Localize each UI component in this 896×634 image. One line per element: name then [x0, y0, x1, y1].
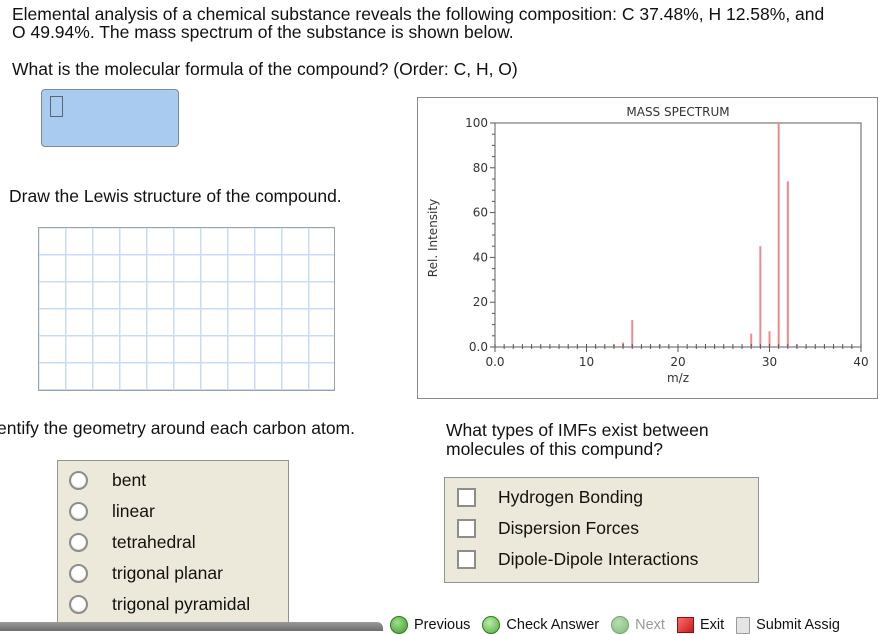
svg-text:100: 100	[465, 116, 488, 130]
geometry-option-tetrahedral[interactable]: tetrahedral	[58, 532, 196, 553]
submit-label: Submit Assig	[756, 617, 840, 633]
previous-label: Previous	[414, 617, 471, 633]
radio-button[interactable]	[69, 533, 88, 552]
previous-button[interactable]: Previous	[390, 616, 470, 634]
checkbox[interactable]	[457, 488, 476, 507]
question-intro: Elemental analysis of a chemical substan…	[12, 5, 824, 41]
next-button[interactable]: Next	[611, 616, 665, 634]
option-label: trigonal pyramidal	[112, 594, 251, 614]
exit-label: Exit	[699, 617, 725, 633]
text-cursor-box	[50, 96, 63, 117]
geometry-option-bent[interactable]: bent	[58, 470, 146, 491]
radio-button[interactable]	[69, 564, 88, 583]
svg-text:40: 40	[853, 355, 868, 369]
option-label: Dipole-Dipole Interactions	[498, 549, 699, 569]
imf-option-dipole-dipole[interactable]: Dipole-Dipole Interactions	[445, 549, 698, 570]
radio-button[interactable]	[69, 502, 88, 521]
mass-spectrum-plot: 0.0 20 40 60 80 100 0.0 10 20 30 40 MASS SPECTRUM m/…	[426, 105, 869, 385]
svg-text:30: 30	[762, 355, 777, 369]
option-label: Dispersion Forces	[498, 518, 640, 538]
svg-text:m/z: m/z	[667, 371, 689, 385]
geometry-option-linear[interactable]: linear	[58, 501, 155, 522]
geometry-options: bent linear tetrahedral trigonal planar …	[57, 460, 289, 630]
check-answer-button[interactable]: Check Answer	[482, 616, 599, 634]
svg-text:0.0: 0.0	[485, 355, 504, 369]
checkbox[interactable]	[457, 519, 476, 538]
check-answer-label: Check Answer	[506, 617, 600, 633]
option-label: bent	[112, 470, 147, 490]
checkmark-icon	[482, 616, 501, 634]
imf-option-dispersion-forces[interactable]: Dispersion Forces	[445, 518, 639, 539]
formula-answer-input[interactable]	[41, 89, 179, 147]
svg-text:10: 10	[579, 355, 594, 369]
lewis-prompt: Draw the Lewis structure of the compound…	[9, 186, 342, 206]
svg-text:MASS SPECTRUM: MASS SPECTRUM	[626, 105, 729, 119]
svg-text:20: 20	[670, 355, 685, 369]
svg-text:Rel. Intensity: Rel. Intensity	[426, 199, 440, 277]
geometry-option-trigonal-planar[interactable]: trigonal planar	[58, 563, 223, 584]
mass-spectrum-chart	[417, 97, 878, 399]
radio-button[interactable]	[69, 471, 88, 490]
back-arrow-icon	[390, 616, 408, 634]
option-label: trigonal planar	[112, 563, 223, 583]
option-label: linear	[112, 501, 155, 521]
geometry-prompt: entify the geometry around each carbon a…	[0, 418, 355, 438]
radio-button[interactable]	[69, 595, 88, 614]
svg-text:40: 40	[473, 250, 488, 264]
imf-option-hydrogen-bonding[interactable]: Hydrogen Bonding	[445, 487, 643, 508]
svg-text:20: 20	[473, 295, 488, 309]
imf-prompt: What types of IMFs exist between molecul…	[446, 420, 709, 459]
option-label: tetrahedral	[112, 532, 196, 552]
question-intro-line-2: O 49.94%. The mass spectrum of the subst…	[12, 22, 514, 42]
next-label: Next	[635, 617, 665, 633]
forward-arrow-icon	[611, 616, 630, 634]
lewis-drawing-canvas[interactable]	[38, 227, 335, 391]
geometry-option-trigonal-pyramidal[interactable]: trigonal pyramidal	[58, 594, 250, 615]
svg-text:80: 80	[473, 161, 488, 175]
formula-prompt: What is the molecular formula of the com…	[12, 59, 518, 79]
svg-text:60: 60	[473, 206, 488, 220]
option-label: Hydrogen Bonding	[498, 487, 643, 507]
checkbox[interactable]	[457, 550, 476, 569]
svg-text:0.0: 0.0	[469, 340, 488, 354]
submit-assignment-button[interactable]: Submit Assig	[736, 616, 840, 634]
imf-options: Hydrogen Bonding Dispersion Forces Dipol…	[444, 477, 759, 583]
question-intro-line-1: Elemental analysis of a chemical substan…	[12, 4, 825, 24]
bottom-scroll-bar	[0, 622, 383, 631]
